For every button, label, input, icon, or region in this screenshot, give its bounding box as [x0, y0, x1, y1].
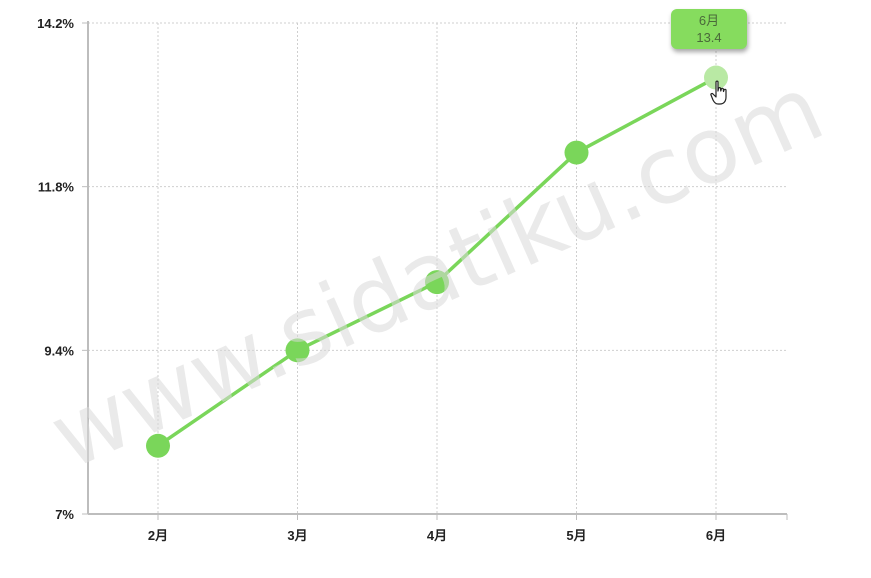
grid-lines	[88, 22, 787, 514]
axes	[82, 21, 788, 520]
x-tick-label: 2月	[148, 528, 168, 543]
data-point-hovered	[704, 65, 728, 90]
y-tick-label: 9.4%	[44, 343, 74, 358]
y-tick-label: 11.8%	[38, 180, 75, 195]
data-point	[285, 338, 310, 363]
x-tick-label: 4月	[427, 528, 447, 543]
data-point	[425, 270, 449, 295]
tooltip-category: 6月	[698, 13, 720, 28]
hover-tooltip: 6月 13.4	[671, 9, 747, 49]
x-tick-label: 5月	[566, 528, 586, 543]
y-tick-label: 14.2%	[37, 16, 74, 31]
x-tick-label: 3月	[287, 528, 307, 543]
hand-pointer-icon	[710, 80, 727, 105]
x-tick-label: 6月	[706, 528, 726, 543]
tick-labels: 14.2% 11.8% 9.4% 7% 2月 3月 4月 5月 6月	[37, 16, 726, 543]
data-point	[146, 433, 170, 458]
y-tick-label: 7%	[55, 507, 74, 522]
tooltip-value: 13.4	[696, 30, 722, 45]
data-points	[146, 65, 728, 458]
data-point	[564, 140, 589, 165]
